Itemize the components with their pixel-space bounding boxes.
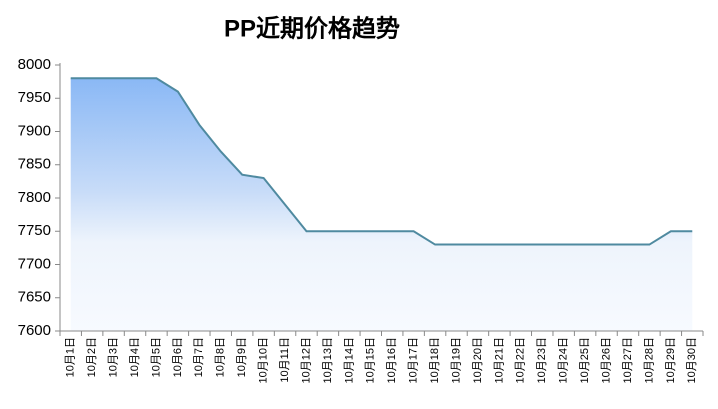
y-tick-label: 7750 xyxy=(18,222,51,239)
x-tick-label: 10月30日 xyxy=(686,337,698,383)
x-tick-label: 10月14日 xyxy=(343,337,355,383)
line xyxy=(70,77,693,246)
x-tick-label: 10月6日 xyxy=(172,337,184,377)
y-tick-label: 7800 xyxy=(18,189,51,206)
x-tick-label: 10月21日 xyxy=(493,337,505,383)
x-tick-label: 10月18日 xyxy=(429,337,441,383)
x-tick-label: 10月11日 xyxy=(279,337,291,383)
x-tick-label: 10月23日 xyxy=(536,337,548,383)
x-tick-label: 10月20日 xyxy=(472,337,484,383)
area-fill xyxy=(70,78,693,331)
y-tick-label: 7900 xyxy=(18,122,51,139)
x-tick-label: 10月8日 xyxy=(215,337,227,377)
x-tick-label: 10月28日 xyxy=(643,337,655,383)
x-tick-label: 10月3日 xyxy=(107,337,119,377)
x-tick-label: 10月12日 xyxy=(300,337,312,383)
x-tick-label: 10月10日 xyxy=(258,337,270,383)
x-tick-label: 10月7日 xyxy=(193,337,205,377)
x-tick-label: 10月24日 xyxy=(558,337,570,383)
x-tick-label: 10月22日 xyxy=(515,337,527,383)
x-tick-label: 10月2日 xyxy=(86,337,98,377)
x-tick-label: 10月4日 xyxy=(129,337,141,377)
x-tick-label: 10月17日 xyxy=(408,337,420,383)
y-tick-label: 8000 xyxy=(18,56,51,73)
y-tick-label: 7600 xyxy=(18,322,51,339)
x-tick-label: 10月15日 xyxy=(365,337,377,383)
x-tick-label: 10月9日 xyxy=(236,337,248,377)
y-tick-label: 7700 xyxy=(18,255,51,272)
x-tick-label: 10月26日 xyxy=(600,337,612,383)
x-tick-label: 10月16日 xyxy=(386,337,398,383)
x-tick-label: 10月29日 xyxy=(665,337,677,383)
y-tick-label: 7950 xyxy=(18,89,51,106)
chart-title: PP近期价格趋势 xyxy=(224,15,400,42)
x-tick-label: 10月27日 xyxy=(622,337,634,383)
x-tick-label: 10月5日 xyxy=(150,337,162,377)
y-tick-label: 7850 xyxy=(18,156,51,173)
x-tick-label: 10月13日 xyxy=(322,337,334,383)
y-tick-label: 7650 xyxy=(18,289,51,306)
x-tick-label: 10月25日 xyxy=(579,337,591,383)
x-tick-label: 10月1日 xyxy=(65,337,77,377)
x-tick-label: 10月19日 xyxy=(450,337,462,383)
